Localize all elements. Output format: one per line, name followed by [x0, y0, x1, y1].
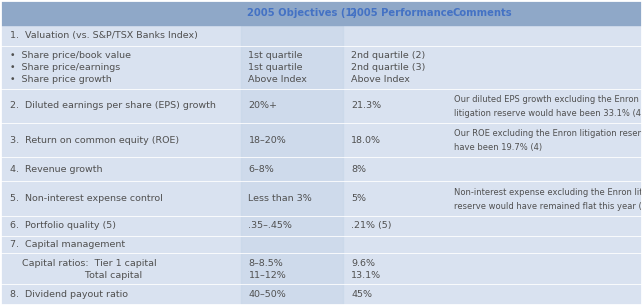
Bar [0, 0, 642, 25]
Text: •  Share price/earnings: • Share price/earnings [10, 63, 120, 72]
Text: 20%+: 20%+ [248, 101, 277, 110]
Text: 8%: 8% [351, 165, 366, 174]
Text: Less than 3%: Less than 3% [248, 194, 312, 203]
Text: 1st quartile: 1st quartile [248, 63, 303, 72]
Text: 13.1%: 13.1% [351, 271, 381, 280]
Text: Total capital: Total capital [10, 271, 142, 280]
Text: 6–8%: 6–8% [248, 165, 274, 174]
Text: 2nd quartile (2): 2nd quartile (2) [351, 51, 426, 60]
Bar [0, 253, 642, 284]
Bar [0, 181, 642, 216]
Text: 2.  Diluted earnings per share (EPS) growth: 2. Diluted earnings per share (EPS) grow… [10, 101, 216, 110]
Bar [0, 157, 642, 181]
Text: 3.  Return on common equity (ROE): 3. Return on common equity (ROE) [10, 136, 178, 145]
Text: Our ROE excluding the Enron litigation reserve would: Our ROE excluding the Enron litigation r… [454, 129, 642, 138]
Text: •  Share price growth: • Share price growth [10, 75, 111, 84]
Text: 1st quartile: 1st quartile [248, 51, 303, 60]
Text: 8–8.5%: 8–8.5% [248, 259, 283, 268]
Text: Our diluted EPS growth excluding the Enron: Our diluted EPS growth excluding the Enr… [454, 95, 639, 104]
Text: 5.  Non-interest expense control: 5. Non-interest expense control [10, 194, 162, 203]
Text: 6.  Portfolio quality (5): 6. Portfolio quality (5) [10, 221, 116, 231]
Bar [0, 46, 642, 88]
Text: Comments: Comments [453, 8, 512, 17]
Bar [0, 123, 642, 157]
Text: 2005 Performance: 2005 Performance [350, 8, 453, 17]
Text: 40–50%: 40–50% [248, 290, 286, 299]
Bar [0, 88, 642, 123]
Bar [0, 216, 642, 236]
Bar [241, 25, 343, 305]
Bar [0, 284, 642, 305]
Text: have been 19.7% (4): have been 19.7% (4) [454, 143, 542, 152]
Text: litigation reserve would have been 33.1% (4): litigation reserve would have been 33.1%… [454, 109, 642, 118]
Text: Capital ratios:  Tier 1 capital: Capital ratios: Tier 1 capital [10, 259, 156, 268]
Text: 5%: 5% [351, 194, 366, 203]
Text: 9.6%: 9.6% [351, 259, 375, 268]
Text: reserve would have remained flat this year (4): reserve would have remained flat this ye… [454, 202, 642, 210]
Text: 11–12%: 11–12% [248, 271, 286, 280]
Text: 2nd quartile (3): 2nd quartile (3) [351, 63, 426, 72]
Text: Above Index: Above Index [351, 75, 410, 84]
Text: Above Index: Above Index [248, 75, 308, 84]
Text: 7.  Capital management: 7. Capital management [10, 240, 125, 249]
Text: Non-interest expense excluding the Enron litigation: Non-interest expense excluding the Enron… [454, 188, 642, 197]
Text: 45%: 45% [351, 290, 372, 299]
Text: 2005 Objectives (1): 2005 Objectives (1) [247, 8, 357, 17]
Text: .21% (5): .21% (5) [351, 221, 392, 231]
Text: 4.  Revenue growth: 4. Revenue growth [10, 165, 102, 174]
Bar [0, 25, 642, 46]
Text: 8.  Dividend payout ratio: 8. Dividend payout ratio [10, 290, 128, 299]
Bar [0, 236, 642, 253]
Text: •  Share price/book value: • Share price/book value [10, 51, 130, 60]
Text: 21.3%: 21.3% [351, 101, 381, 110]
Text: .35–.45%: .35–.45% [248, 221, 292, 231]
Text: 18–20%: 18–20% [248, 136, 286, 145]
Text: 1.  Valuation (vs. S&P/TSX Banks Index): 1. Valuation (vs. S&P/TSX Banks Index) [10, 31, 198, 40]
Text: 18.0%: 18.0% [351, 136, 381, 145]
